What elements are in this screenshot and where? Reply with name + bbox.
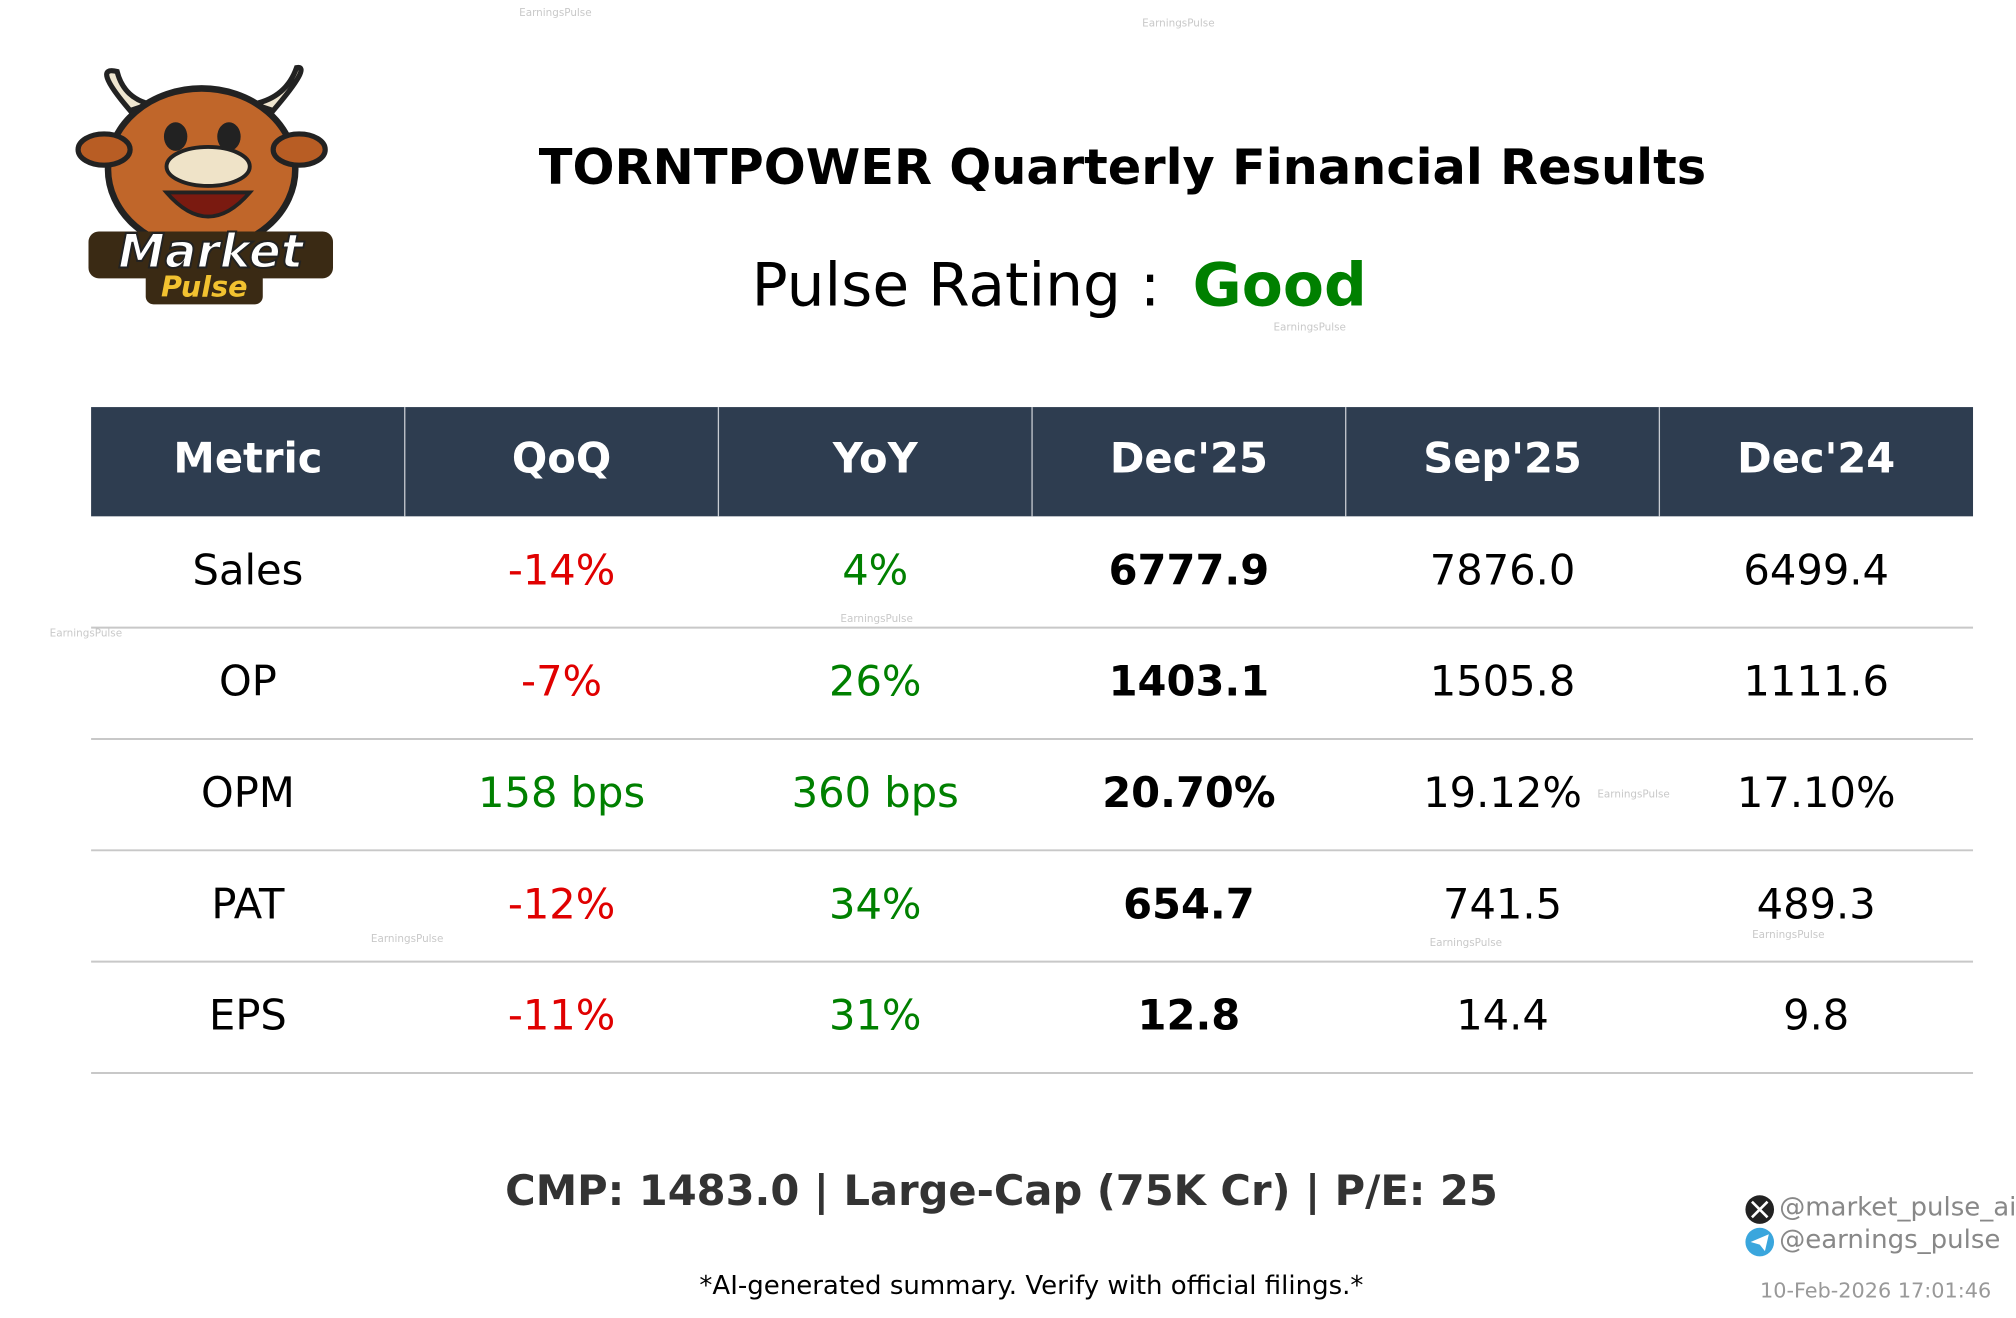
table-cell: 6777.9 [1109, 545, 1270, 594]
table-cell: -12% [508, 879, 615, 928]
table-cell: 4% [842, 545, 908, 594]
logo-line2: Pulse [161, 270, 248, 304]
table-cell: 12.8 [1138, 991, 1241, 1040]
watermark: EarningsPulse [1752, 929, 1824, 941]
watermark: EarningsPulse [371, 933, 443, 945]
table-cell: 17.10% [1737, 768, 1896, 817]
timestamp: 10-Feb-2026 17:01:46 [1760, 1278, 1991, 1302]
results-table: Metric QoQ YoY Dec'25 Sep'25 Dec'24 Sales -14% 4… [91, 407, 1974, 1074]
table-cell: 1403.1 [1109, 657, 1270, 706]
table-cell: 20.70% [1102, 768, 1275, 817]
table-cell: -7% [521, 657, 602, 706]
social-handle[interactable]: @market_pulse_ai [1779, 1193, 2016, 1223]
rating-label: Pulse Rating : [752, 250, 1161, 320]
watermark: EarningsPulse [1142, 17, 1214, 29]
table-cell: 19.12% [1423, 768, 1582, 817]
table-cell: OPM [201, 768, 295, 817]
header-cell: QoQ [512, 434, 611, 483]
watermarks: EarningsPulse EarningsPulse EarningsPulse E… [50, 7, 1825, 949]
table-cell: 489.3 [1757, 879, 1876, 928]
table-cell: 654.7 [1123, 879, 1255, 928]
watermark: EarningsPulse [1274, 322, 1346, 334]
logo [75, 65, 334, 305]
table-cell: Sales [193, 545, 304, 594]
table-cell: 158 bps [478, 768, 645, 817]
table-cell: 1111.6 [1743, 657, 1889, 706]
header-cell: YoY [832, 434, 919, 483]
watermark: EarningsPulse [840, 613, 912, 625]
telegram-icon-glyph [1750, 1234, 1769, 1252]
watermark: EarningsPulse [519, 7, 591, 19]
table-cell: 7876.0 [1430, 545, 1576, 594]
table-cell: PAT [211, 879, 285, 928]
title: TORNTPOWER Quarterly Financial Results [539, 138, 1706, 196]
table-cell: 741.5 [1443, 879, 1562, 928]
table-cell: EPS [209, 991, 287, 1040]
header-cell: Dec'25 [1110, 434, 1268, 483]
table-cell: 1505.8 [1430, 657, 1576, 706]
disclaimer: *AI-generated summary. Verify with offic… [699, 1271, 1363, 1301]
watermark: EarningsPulse [50, 627, 122, 639]
table-cell: 26% [829, 657, 921, 706]
watermark: EarningsPulse [1430, 937, 1502, 949]
header-cell: Sep'25 [1423, 434, 1582, 483]
header-cell: Dec'24 [1737, 434, 1895, 483]
summary: CMP: 1483.0 | Large-Cap (75K Cr) | P/E: … [505, 1166, 1498, 1216]
table-cell: 31% [829, 991, 921, 1040]
watermark: EarningsPulse [1597, 789, 1669, 801]
rating: Good [1193, 250, 1367, 320]
table-cell: 360 bps [792, 768, 959, 817]
header-cell: Metric [173, 434, 322, 483]
table-cell: 6499.4 [1743, 545, 1889, 594]
table-cell: -11% [508, 991, 615, 1040]
table-cell: OP [219, 657, 277, 706]
table-cell: 9.8 [1783, 991, 1849, 1040]
table-cell: 14.4 [1456, 991, 1549, 1040]
table-cell: 34% [829, 879, 921, 928]
social-handle[interactable]: @earnings_pulse [1779, 1225, 2000, 1255]
logo-line1: Market [118, 225, 304, 279]
x-icon-glyph [1751, 1200, 1769, 1219]
table-cell: -14% [508, 545, 615, 594]
